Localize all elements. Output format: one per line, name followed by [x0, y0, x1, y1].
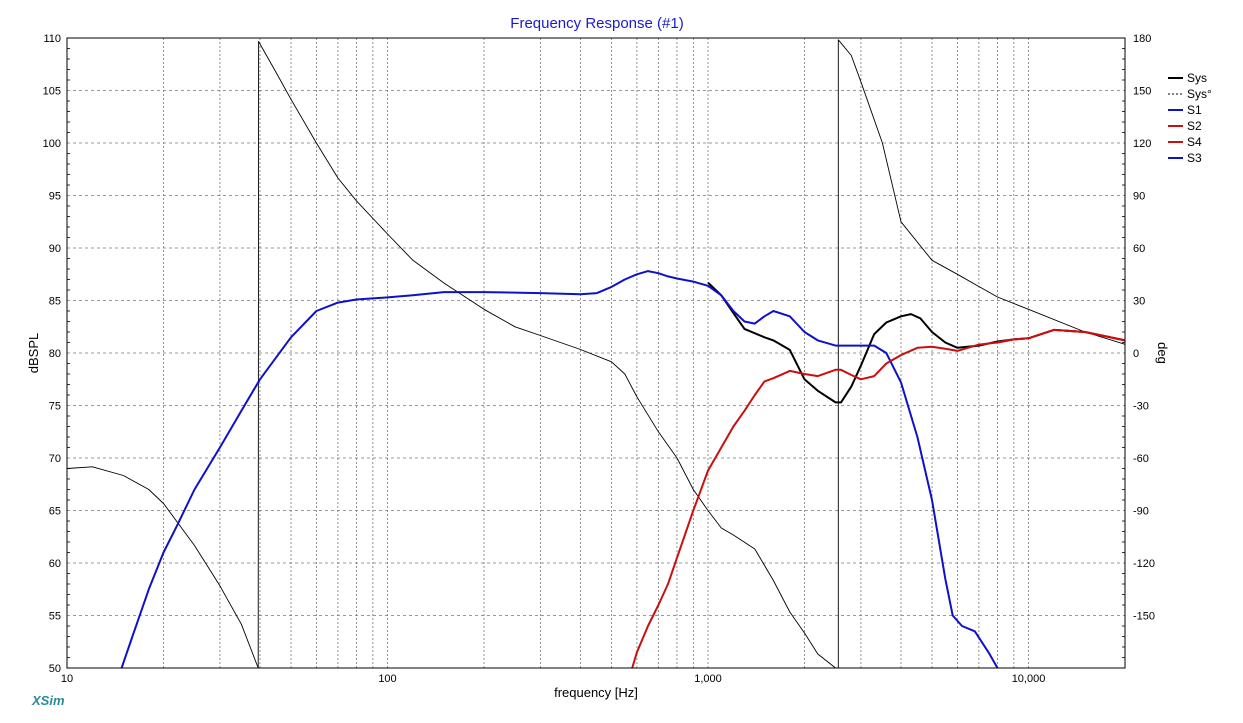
- y-tick-label: 65: [49, 506, 61, 518]
- y-tick-label: 60: [49, 558, 61, 570]
- legend-label: S4: [1187, 135, 1202, 149]
- grid-lines: [67, 38, 1125, 668]
- series-line-sys: [66, 39, 1126, 669]
- series-line-s2: [631, 328, 1126, 669]
- y2-tick-label: -30: [1133, 401, 1149, 413]
- y-tick-label: 85: [49, 296, 61, 308]
- chart-title: Frequency Response (#1): [510, 15, 683, 32]
- y-tick-label: 95: [49, 191, 61, 203]
- x-tick-label: 10,000: [1012, 673, 1046, 685]
- y-axis-label: dBSPL: [26, 333, 41, 373]
- y2-tick-label: 180: [1133, 33, 1151, 45]
- y-tick-label: 50: [49, 663, 61, 675]
- y2-tick-label: 30: [1133, 296, 1145, 308]
- series-lines: [66, 39, 1126, 669]
- y2-tick-label: -90: [1133, 506, 1149, 518]
- tick-labels: 50556065707580859095100105110-150-120-90…: [43, 33, 1155, 685]
- y2-tick-label: 150: [1133, 86, 1151, 98]
- y2-tick-label: 0: [1133, 348, 1139, 360]
- y-tick-label: 75: [49, 401, 61, 413]
- y-tick-label: 100: [43, 138, 61, 150]
- y-tick-label: 70: [49, 453, 61, 465]
- plot-frame: [66, 37, 1126, 669]
- y2-tick-label: -150: [1133, 611, 1155, 623]
- xsim-brand: XSim: [31, 693, 65, 708]
- y-tick-label: 110: [43, 33, 61, 45]
- y2-axis-label: deg: [1155, 342, 1170, 364]
- x-tick-label: 10: [61, 673, 73, 685]
- legend-label: S1: [1187, 103, 1202, 117]
- series-line-s1: [120, 270, 999, 669]
- y-tick-label: 55: [49, 611, 61, 623]
- x-tick-label: 1,000: [694, 673, 722, 685]
- y2-tick-label: 90: [1133, 191, 1145, 203]
- legend-label: Sys: [1187, 71, 1207, 85]
- x-tick-label: 100: [378, 673, 396, 685]
- y-tick-label: 105: [43, 86, 61, 98]
- legend-label: S2: [1187, 119, 1202, 133]
- y2-tick-label: -120: [1133, 558, 1155, 570]
- legend-label: S3: [1187, 151, 1202, 165]
- x-axis-label: frequency [Hz]: [554, 685, 638, 700]
- legend-label: Sys°: [1187, 87, 1212, 101]
- series-line-s4: [997, 328, 1126, 344]
- y-tick-label: 80: [49, 348, 61, 360]
- legend: Sys Sys° S1 S2 S4 S3: [1168, 71, 1212, 165]
- y2-tick-label: -60: [1133, 453, 1149, 465]
- y-tick-label: 90: [49, 243, 61, 255]
- y2-tick-label: 60: [1133, 243, 1145, 255]
- y2-tick-label: 120: [1133, 138, 1151, 150]
